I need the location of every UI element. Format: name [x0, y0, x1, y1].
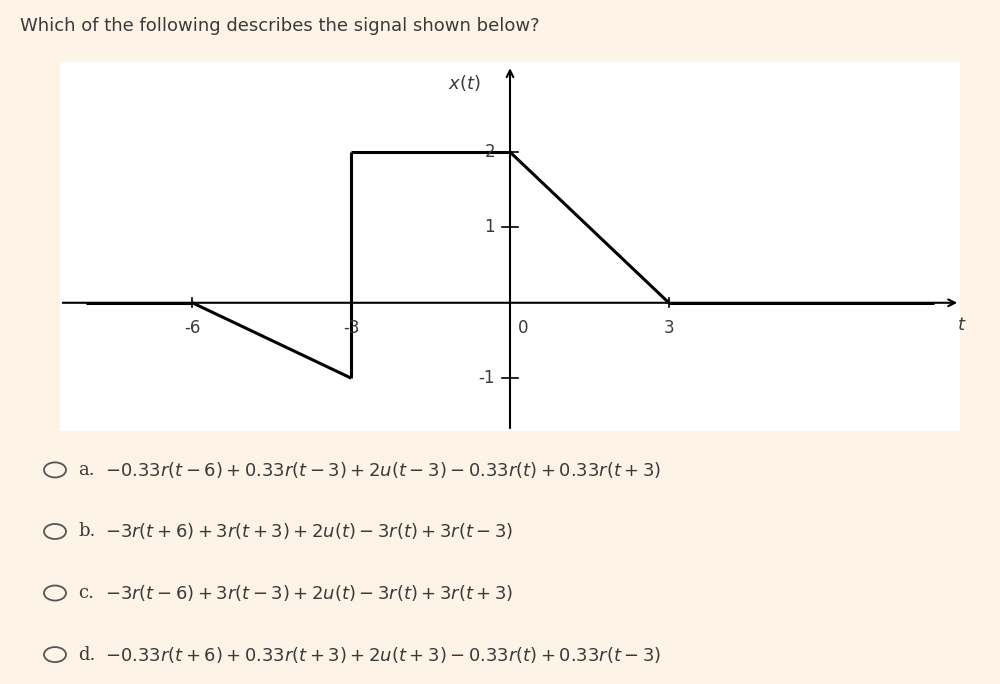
Text: -3: -3 — [343, 319, 359, 337]
Text: a.: a. — [78, 461, 95, 479]
Text: d.: d. — [78, 646, 95, 663]
Text: -1: -1 — [479, 369, 495, 387]
Text: $-0.33r(t+6)+0.33r(t+3)+2u(t+3)-0.33r(t)+0.33r(t-3)$: $-0.33r(t+6)+0.33r(t+3)+2u(t+3)-0.33r(t)… — [105, 644, 661, 665]
Text: $-3r(t+6)+3r(t+3)+2u(t)-3r(t)+3r(t-3)$: $-3r(t+6)+3r(t+3)+2u(t)-3r(t)+3r(t-3)$ — [105, 521, 513, 542]
Text: 0: 0 — [518, 319, 528, 337]
Text: c.: c. — [78, 584, 94, 602]
Text: $-3r(t-6)+3r(t-3)+2u(t)-3r(t)+3r(t+3)$: $-3r(t-6)+3r(t-3)+2u(t)-3r(t)+3r(t+3)$ — [105, 583, 513, 603]
Text: t: t — [957, 316, 964, 334]
Text: 3: 3 — [664, 319, 674, 337]
Text: 1: 1 — [485, 218, 495, 237]
Text: $-0.33r(t-6)+0.33r(t-3)+2u(t-3)-0.33r(t)+0.33r(t+3)$: $-0.33r(t-6)+0.33r(t-3)+2u(t-3)-0.33r(t)… — [105, 460, 661, 480]
Text: Which of the following describes the signal shown below?: Which of the following describes the sig… — [20, 17, 540, 35]
Text: $x(t)$: $x(t)$ — [448, 73, 481, 93]
Text: -6: -6 — [184, 319, 201, 337]
Text: 2: 2 — [485, 143, 495, 161]
Text: b.: b. — [78, 523, 95, 540]
